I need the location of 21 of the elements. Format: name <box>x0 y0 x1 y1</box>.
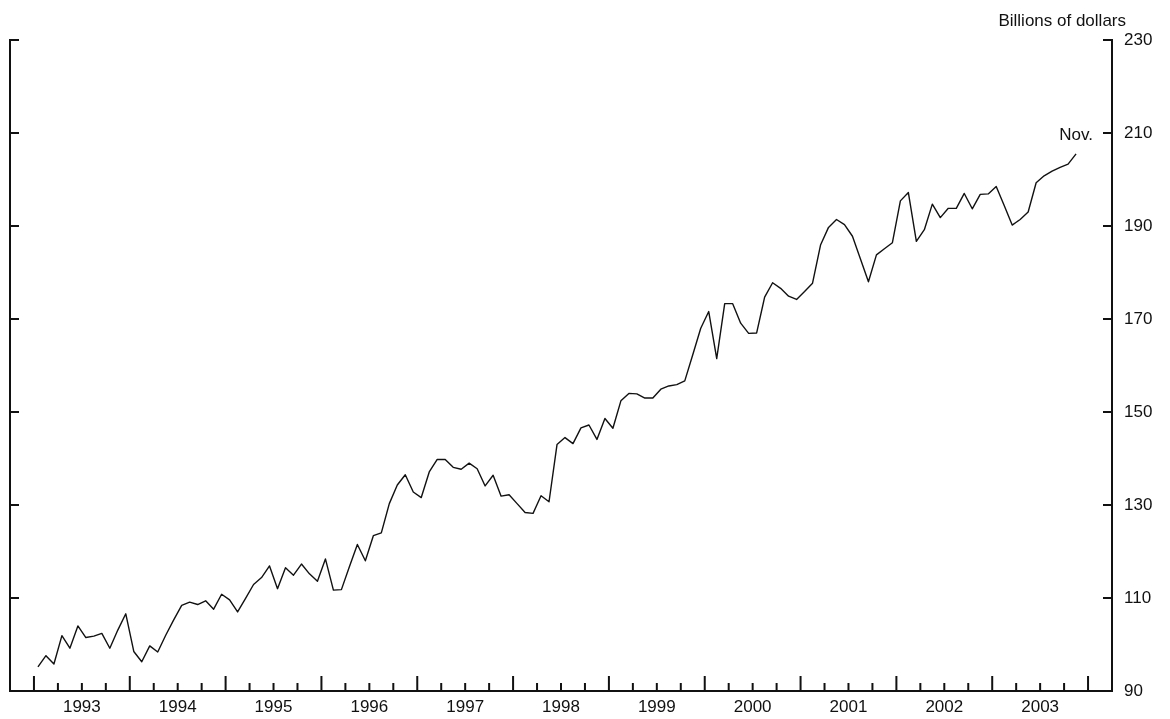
y-tick-label: 150 <box>1124 401 1153 421</box>
x-tick-label: 1997 <box>446 696 485 716</box>
y-tick-label: 110 <box>1124 587 1152 607</box>
y-tick-label: 230 <box>1124 29 1153 49</box>
y-tick-label: 170 <box>1124 308 1153 328</box>
x-tick-label: 1998 <box>542 696 580 716</box>
x-tick-label: 1995 <box>254 696 293 716</box>
x-tick-label: 2000 <box>733 696 772 716</box>
annotation: Nov. <box>1059 124 1093 144</box>
x-tick-label: 2001 <box>829 696 868 716</box>
x-tick-label: 1994 <box>158 696 197 716</box>
x-tick-label: 1996 <box>350 696 389 716</box>
y-tick-label: 210 <box>1124 122 1153 142</box>
y-tick-label: 90 <box>1124 680 1143 700</box>
y-axis-title: Billions of dollars <box>998 11 1126 30</box>
x-tick-label: 1999 <box>637 696 676 716</box>
y-tick-label: 190 <box>1124 215 1153 235</box>
x-tick-label: 1993 <box>62 696 101 716</box>
x-tick-label: 2002 <box>925 696 964 716</box>
y-tick-label: 130 <box>1124 494 1153 514</box>
x-tick-label: 2003 <box>1021 696 1060 716</box>
